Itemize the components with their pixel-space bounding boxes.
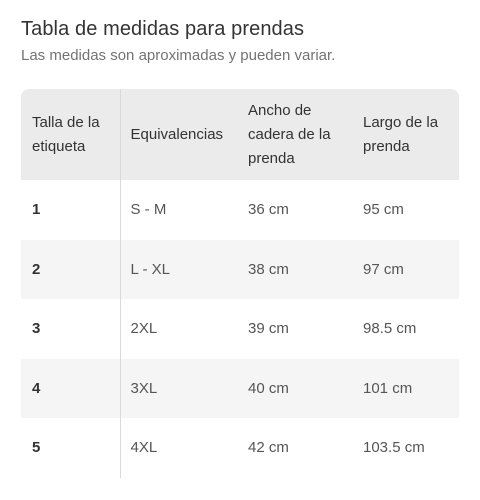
hip-width-cell: 38 cm (248, 260, 289, 278)
hip-width-cell: 36 cm (248, 201, 289, 219)
length-cell: 95 cm (363, 201, 404, 219)
hip-width-cell: 42 cm (248, 439, 289, 457)
equivalence-cell: 4XL (119, 418, 240, 478)
equivalence-cell: 3XL (119, 358, 240, 418)
column-header-length: Largo de la prenda (363, 113, 439, 155)
size-cell: 3 (32, 320, 41, 338)
size-cell: 2 (32, 260, 41, 278)
table-row: 3 2XL 39 cm 98.5 cm (21, 299, 459, 359)
equivalence-cell: L - XL (119, 239, 240, 299)
equivalence-cell: 2XL (119, 299, 240, 359)
equivalence-cell: S - M (119, 180, 240, 240)
table-row: 2 L - XL 38 cm 97 cm (21, 239, 459, 299)
column-header-hip-width: Ancho de cadera de la prenda (248, 101, 331, 167)
page-title: Tabla de medidas para prendas (21, 18, 305, 40)
length-cell: 103.5 cm (363, 439, 425, 457)
size-cell: 5 (32, 439, 41, 457)
table-row: 1 S - M 36 cm 95 cm (21, 180, 459, 240)
hip-width-cell: 39 cm (248, 320, 289, 338)
size-cell: 1 (32, 201, 41, 219)
size-chart-table: Talla de la etiqueta Equivalencias Ancho… (21, 89, 460, 478)
length-cell: 101 cm (363, 379, 413, 397)
length-cell: 97 cm (363, 260, 404, 278)
hip-width-cell: 40 cm (248, 379, 289, 397)
table-row: 5 4XL 42 cm 103.5 cm (21, 418, 459, 478)
column-header-equivalence: Equivalencias (119, 89, 240, 180)
page-subtitle: Las medidas son aproximadas y pueden var… (21, 47, 336, 64)
table-header-row: Talla de la etiqueta Equivalencias Ancho… (21, 89, 459, 180)
column-header-size: Talla de la etiqueta (32, 113, 100, 155)
size-cell: 4 (32, 379, 41, 397)
table-row: 4 3XL 40 cm 101 cm (21, 358, 459, 418)
length-cell: 98.5 cm (363, 320, 417, 338)
